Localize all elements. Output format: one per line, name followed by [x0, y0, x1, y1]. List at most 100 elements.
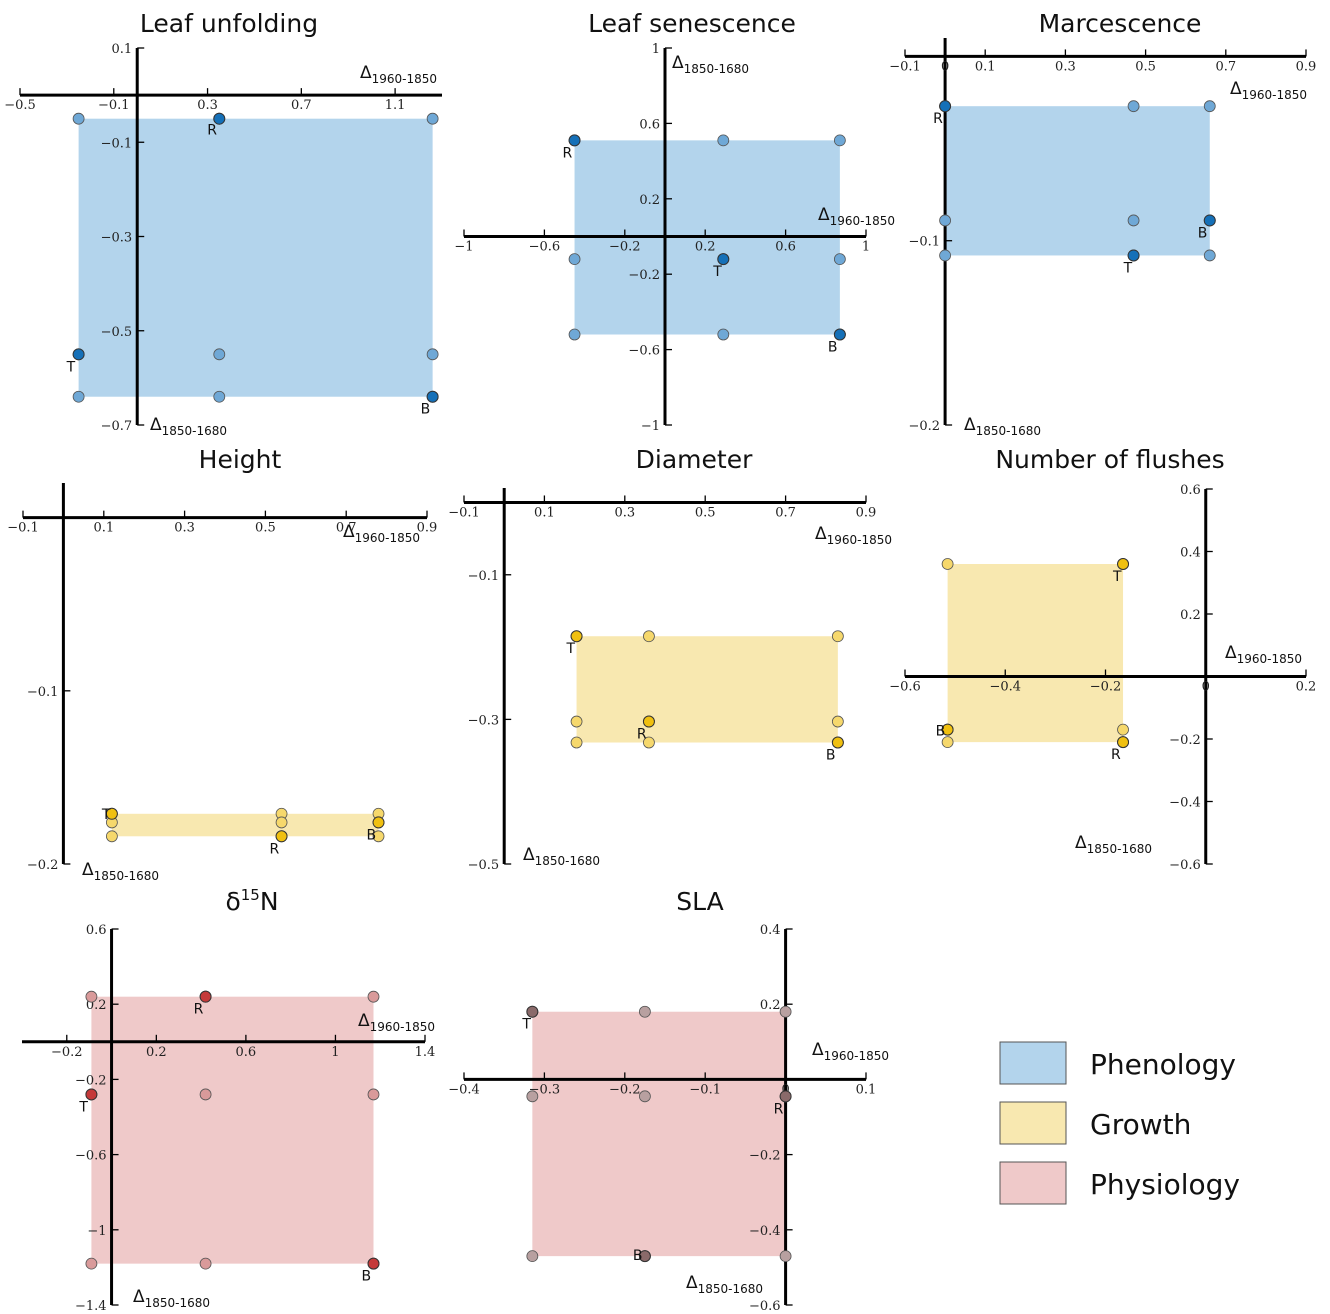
legend-swatch-phenology	[999, 1041, 1067, 1085]
y-tick-label: −0.5	[468, 858, 500, 873]
scenario-point-R	[199, 990, 212, 1003]
range-rect	[576, 636, 838, 743]
grid-point	[568, 253, 581, 266]
y-tick-label: 0.6	[1180, 483, 1201, 498]
y-tick-label: 1	[652, 42, 660, 57]
x-tick-label: 0.5	[695, 505, 716, 520]
x-axis-label: Δ1960-1850	[343, 522, 420, 545]
y-axis-label: Δ1850-1680	[133, 1287, 210, 1310]
x-tick-label: −0.2	[51, 1045, 83, 1060]
y-tick-label: −1	[641, 419, 660, 434]
grid-point	[939, 214, 951, 227]
legend-swatch-physiology	[999, 1161, 1067, 1205]
grid-point	[105, 830, 118, 843]
x-tick-label: 0.1	[534, 505, 555, 520]
x-tick-label: 0.1	[93, 521, 114, 536]
y-tick-label: −0.6	[628, 344, 660, 359]
scenario-label-B: B	[362, 1269, 372, 1285]
x-tick-label: −0.1	[7, 521, 39, 536]
x-tick-label: 0.3	[197, 98, 218, 113]
chart-title: SLA	[676, 887, 723, 916]
x-tick-label: 0.2	[146, 1045, 167, 1060]
scenario-label-B: B	[826, 748, 836, 764]
chart-panel-4: −0.1 0.1 0.3 0.5 0.7 0.9 −0.1 −0.2 T R B Height Δ196…	[7, 445, 437, 883]
y-tick-label: −0.7	[101, 419, 133, 434]
scenario-point-B	[941, 723, 954, 736]
y-axis-label: Δ1850-1680	[686, 1273, 763, 1296]
y-axis-label: Δ1850-1680	[82, 860, 159, 883]
grid-point	[643, 630, 655, 643]
scenario-label-T: T	[101, 807, 111, 823]
grid-point	[526, 1090, 539, 1103]
x-tick-label: −0.5	[4, 98, 36, 113]
scenario-point-T	[526, 1005, 539, 1018]
scenario-point-B	[426, 390, 439, 403]
scenario-point-R	[939, 100, 952, 113]
x-axis-label: Δ1960-1850	[812, 1040, 889, 1063]
x-tick-label: 0.6	[236, 1045, 257, 1060]
y-tick-label: 0.6	[639, 117, 660, 132]
range-rect	[78, 118, 433, 397]
grid-point	[213, 348, 226, 361]
grid-point	[779, 1250, 792, 1263]
grid-point	[941, 558, 954, 570]
x-tick-label: 0.3	[174, 521, 195, 536]
range-rect	[947, 564, 1124, 743]
x-tick-label: −0.1	[689, 1082, 721, 1097]
scenario-label-B: B	[367, 827, 377, 843]
chart-panel-5: −0.1 0.1 0.3 0.5 0.7 0.9 −0.1 −0.3 −0.5 T R B Diamet…	[448, 445, 892, 873]
chart-title: Height	[199, 445, 282, 474]
y-tick-label: −0.2	[909, 419, 941, 434]
y-tick-label: −0.1	[27, 685, 59, 700]
scenario-label-B: B	[633, 1248, 643, 1264]
y-tick-label: −0.6	[75, 1149, 107, 1164]
grid-point	[570, 715, 583, 728]
grid-point	[717, 134, 730, 147]
x-tick-label: −0.2	[609, 1082, 641, 1097]
y-tick-label: 0.6	[86, 923, 107, 938]
grid-point	[213, 390, 226, 403]
legend-label-physiology: Physiology	[1090, 1168, 1240, 1201]
x-tick-label: 1	[331, 1045, 339, 1060]
x-axis-label: Δ1960-1850	[818, 205, 895, 228]
grid-point	[831, 630, 844, 643]
grid-point	[199, 1088, 212, 1101]
x-tick-label: 0.3	[614, 505, 635, 520]
scenario-point-T	[72, 348, 85, 361]
x-tick-label: 0	[1202, 680, 1210, 695]
y-tick-label: 0.4	[1180, 546, 1201, 561]
y-tick-label: −0.1	[101, 136, 133, 151]
chart-panel-7: −0.2 0.2 0.6 1 1.40.60.2−0.2−0.6−1−1.4RTBδ15…	[22, 886, 435, 1314]
grid-point	[1127, 214, 1140, 227]
range-rect	[532, 1011, 786, 1257]
grid-point	[1203, 249, 1216, 262]
x-tick-label: −0.4	[989, 680, 1021, 695]
x-tick-label: 0.2	[695, 240, 716, 255]
scenario-point-R	[1117, 736, 1130, 749]
x-tick-label: −0.1	[448, 505, 480, 520]
y-tick-label: 0.1	[112, 42, 133, 57]
y-tick-label: −0.2	[1169, 733, 1201, 748]
y-tick-label: −0.3	[101, 231, 133, 246]
grid-point	[526, 1250, 539, 1263]
scenario-label-T: T	[712, 264, 722, 280]
y-tick-label: −0.1	[909, 235, 941, 250]
grid-point	[85, 990, 98, 1003]
scenario-label-B: B	[828, 340, 838, 356]
y-tick-label: −0.4	[1169, 796, 1201, 811]
scenario-label-T: T	[521, 1017, 531, 1033]
grid-point	[275, 816, 288, 829]
x-tick-label: −1	[454, 240, 473, 255]
x-tick-label: −0.1	[98, 98, 130, 113]
chart-title: δ15N	[225, 886, 278, 916]
scenario-label-R: R	[270, 841, 280, 857]
grid-point	[372, 830, 385, 843]
grid-point	[367, 990, 380, 1003]
x-tick-label: 0.9	[417, 521, 438, 536]
grid-point	[939, 249, 951, 262]
y-tick-label: −0.1	[468, 569, 500, 584]
chart-panel-3: −0.1 0 0.1 0.3 0.5 0.7 0.9 −0.1 −0.2 R T B Marcescen…	[889, 9, 1316, 438]
grid-point	[639, 1005, 651, 1018]
x-axis-label: Δ1960-1850	[1230, 79, 1307, 102]
y-tick-label: −0.2	[75, 1073, 107, 1088]
